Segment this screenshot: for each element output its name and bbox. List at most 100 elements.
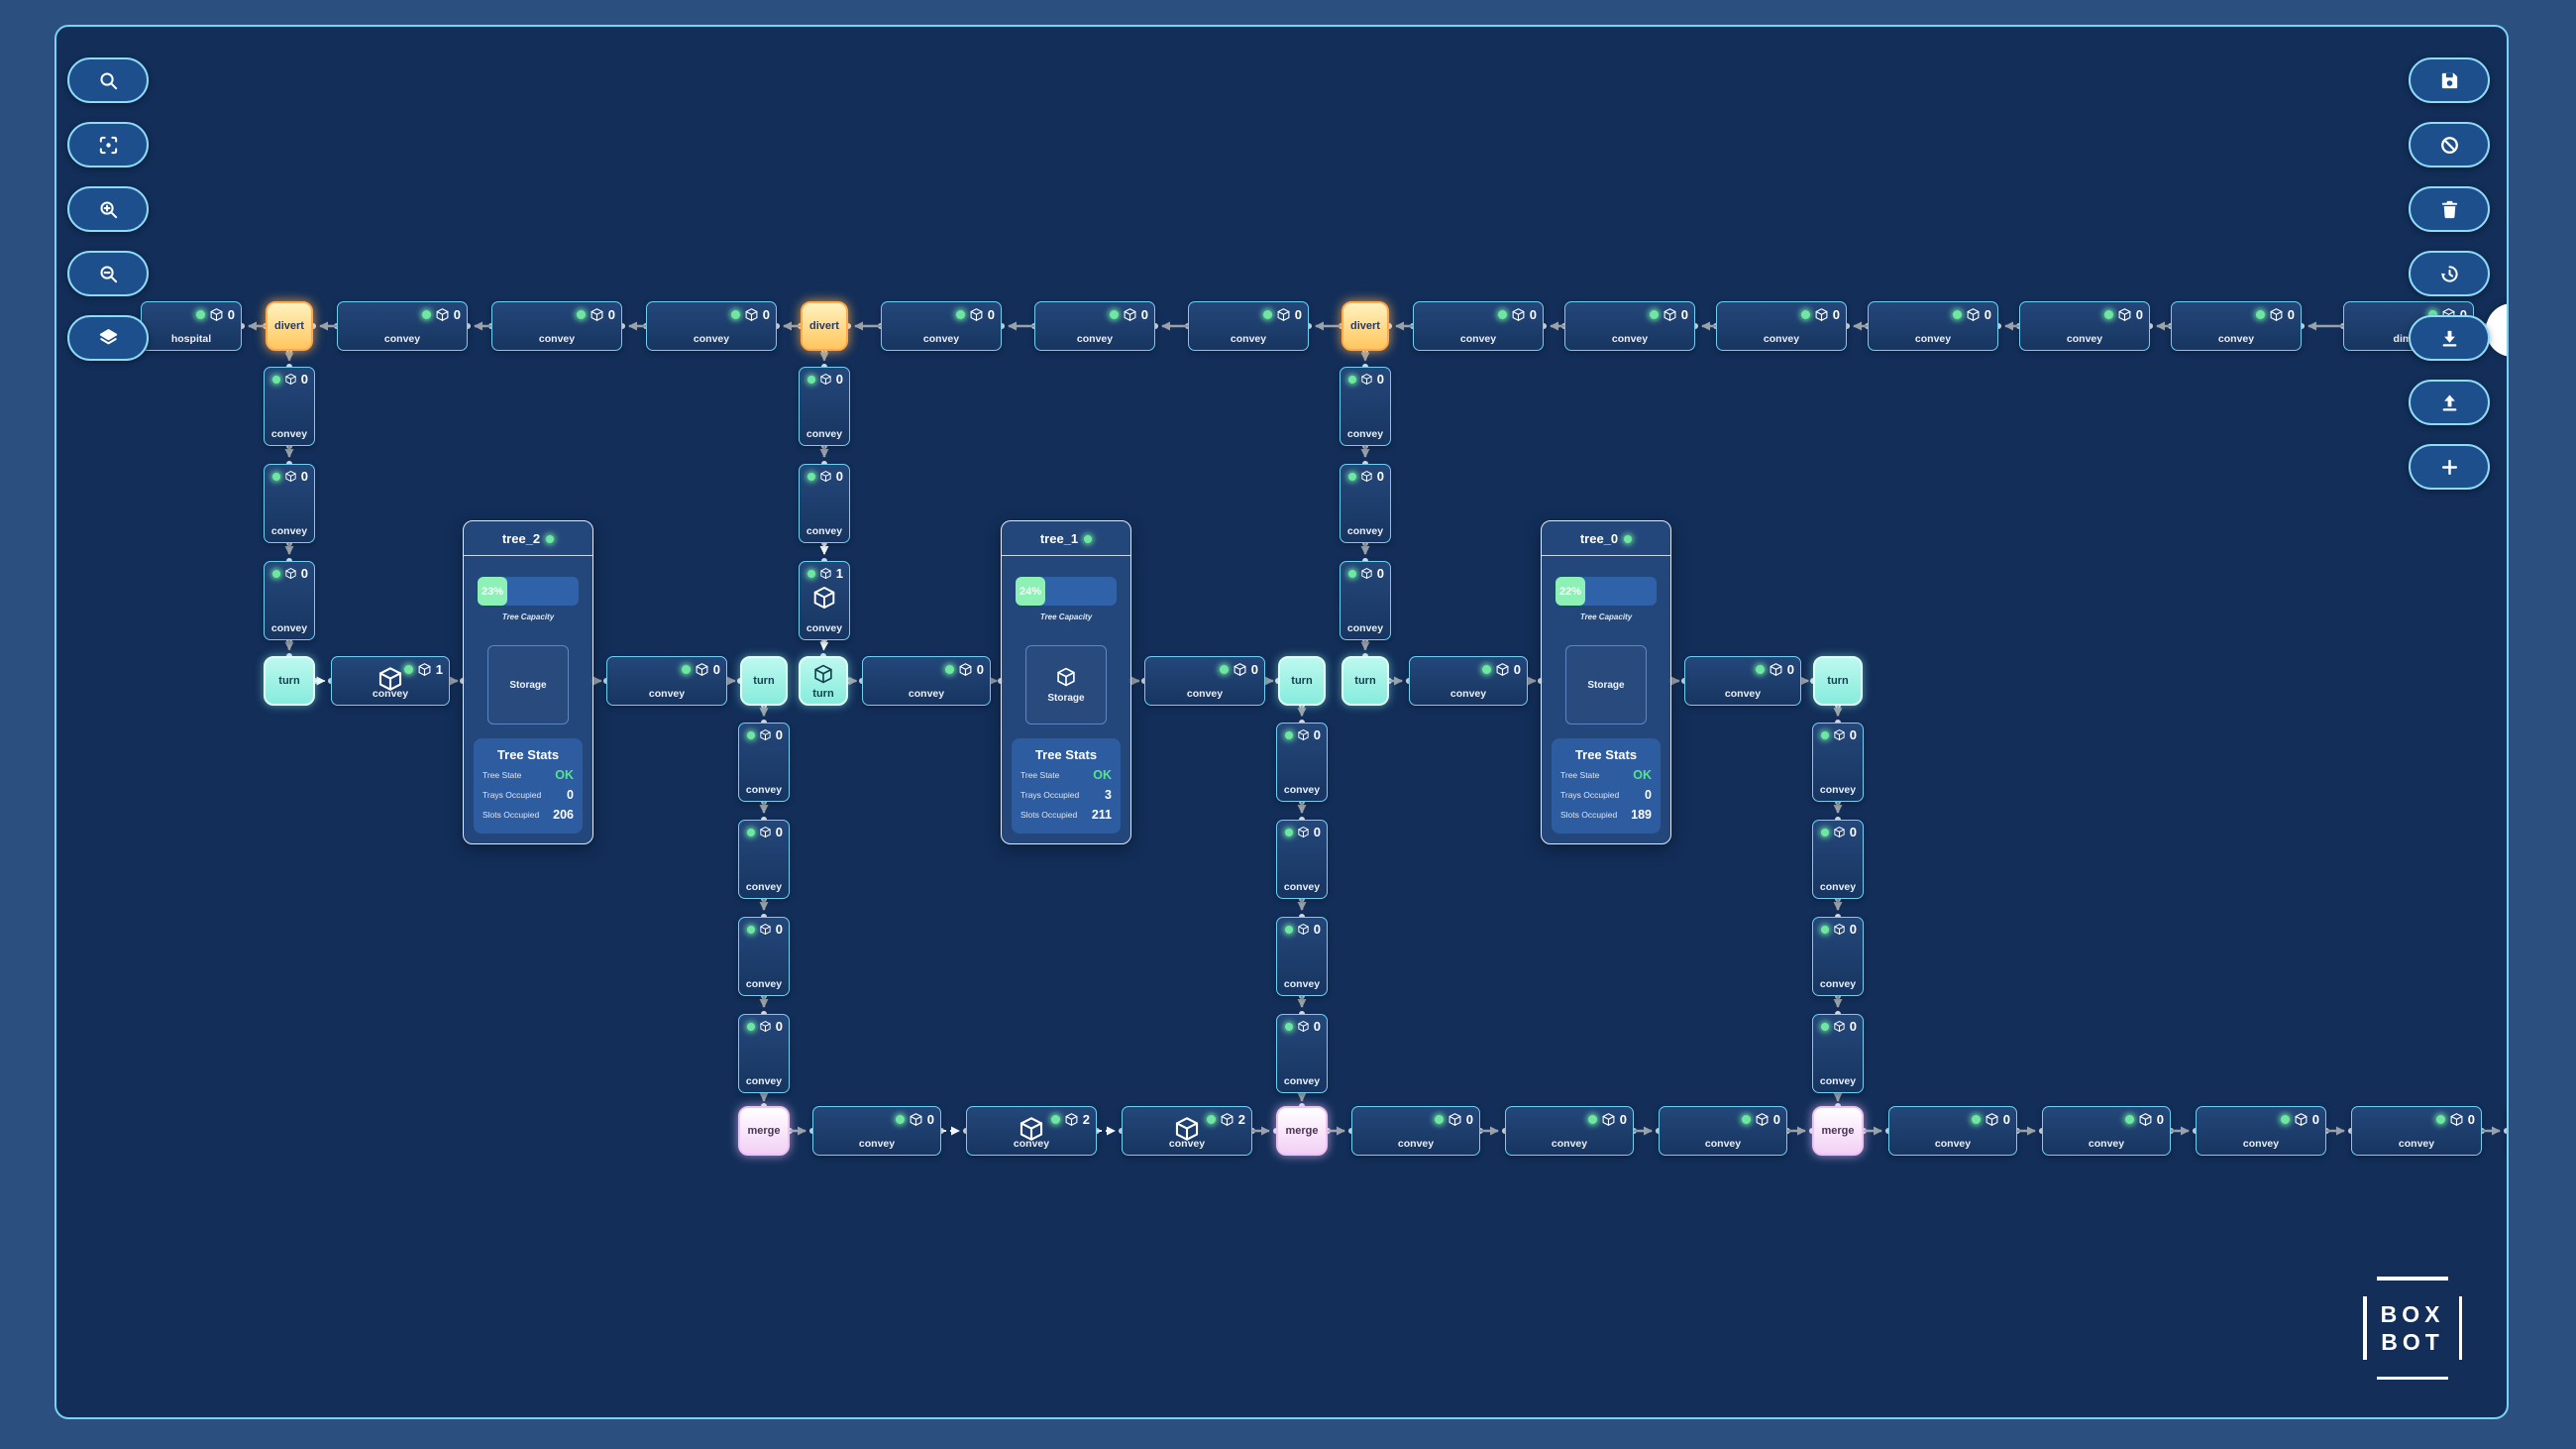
node-divert[interactable]: divert xyxy=(1342,301,1389,351)
node-turn[interactable]: turn xyxy=(1278,656,1326,706)
package-icon xyxy=(1602,1113,1615,1126)
tree-panel[interactable]: tree_2 23% Tree Capacity Storage Tree St… xyxy=(463,520,593,844)
tray-count: 0 xyxy=(775,727,783,742)
node-turn[interactable]: turn xyxy=(740,656,788,706)
package-icon xyxy=(1175,1117,1199,1141)
logo-text: BOX BOT xyxy=(2380,1301,2445,1355)
tree-stat-value: 211 xyxy=(1091,808,1112,822)
storage-box[interactable]: Storage xyxy=(1565,645,1647,724)
tree-panel[interactable]: tree_1 24% Tree Capacity Storage Tree St… xyxy=(1001,520,1131,844)
fit-view-button[interactable] xyxy=(67,122,149,167)
flow-canvas[interactable]: 0 hospital divert 0 convey 0 convey 0 convey d… xyxy=(54,25,2509,1419)
node-turn[interactable]: turn xyxy=(264,656,315,706)
storage-box[interactable]: Storage xyxy=(1025,645,1107,724)
pan-handle[interactable] xyxy=(2486,303,2507,357)
status-dot-icon xyxy=(403,665,413,674)
cancel-button[interactable] xyxy=(2409,122,2490,167)
history-button[interactable] xyxy=(2409,251,2490,296)
node-merge[interactable]: merge xyxy=(738,1106,790,1156)
package-icon xyxy=(285,568,296,579)
node-divert[interactable]: divert xyxy=(801,301,848,351)
tray-counter: 0 xyxy=(576,307,615,322)
package-icon xyxy=(2450,1113,2463,1126)
node-hospital[interactable]: 0 hospital xyxy=(141,301,242,351)
status-dot-icon xyxy=(1262,310,1272,319)
node-convey[interactable]: 2 convey xyxy=(966,1106,1097,1156)
save-button[interactable] xyxy=(2409,57,2490,103)
add-button[interactable] xyxy=(2409,444,2490,490)
tray-counter: 1 xyxy=(403,662,443,677)
trash-button[interactable] xyxy=(2409,186,2490,232)
tray-on-node xyxy=(1173,1115,1201,1143)
node-merge[interactable]: merge xyxy=(1276,1106,1328,1156)
download-button[interactable] xyxy=(2409,315,2490,361)
status-dot-icon xyxy=(2124,1115,2134,1124)
layers-button[interactable] xyxy=(67,315,149,361)
storage-box[interactable]: Storage xyxy=(487,645,569,724)
upload-button[interactable] xyxy=(2409,380,2490,425)
node-turn[interactable]: turn xyxy=(1342,656,1389,706)
node-turn[interactable]: turn xyxy=(1813,656,1863,706)
tree-stat-value: 189 xyxy=(1631,808,1652,822)
node-merge[interactable]: merge xyxy=(1812,1106,1864,1156)
zoom-out-button[interactable] xyxy=(67,251,149,296)
search-button[interactable] xyxy=(67,57,149,103)
tray-count: 0 xyxy=(453,307,461,322)
node-convey[interactable]: 2 convey xyxy=(1122,1106,1252,1156)
node-convey[interactable]: 1 convey xyxy=(799,561,850,640)
tree-panel[interactable]: tree_0 22% Tree Capacity Storage Tree St… xyxy=(1541,520,1671,844)
node-divert[interactable]: divert xyxy=(266,301,313,351)
package-icon xyxy=(745,308,758,321)
node-turn[interactable]: turn xyxy=(799,656,848,706)
node-convey[interactable]: 1 convey xyxy=(331,656,450,706)
tree-title: tree_0 xyxy=(1542,531,1670,546)
zoom-in-button[interactable] xyxy=(67,186,149,232)
